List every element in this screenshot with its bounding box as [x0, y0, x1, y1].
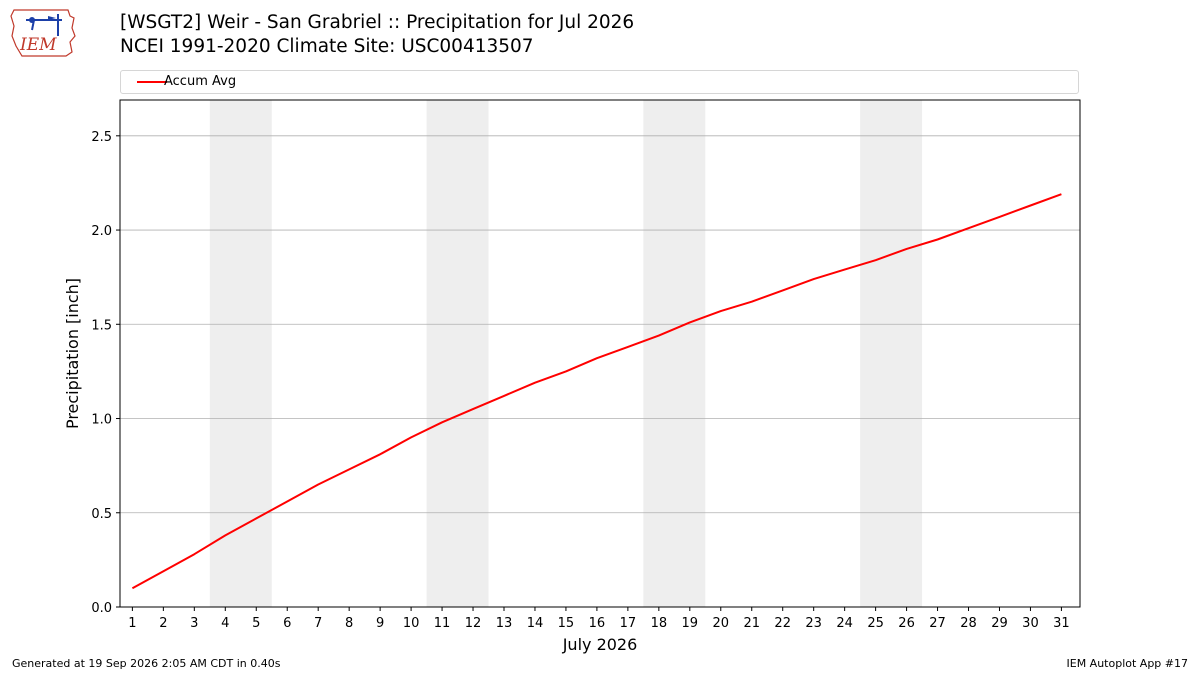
- x-tick-label: 19: [682, 616, 699, 631]
- x-tick-label: 17: [620, 616, 637, 631]
- x-tick-label: 7: [314, 616, 322, 631]
- weekend-band: [860, 100, 923, 607]
- x-tick-label: 20: [713, 616, 730, 631]
- x-tick-label: 29: [991, 616, 1008, 631]
- x-tick-label: 9: [376, 616, 384, 631]
- x-tick-label: 10: [403, 616, 420, 631]
- x-tick-label: 11: [434, 616, 451, 631]
- y-axis-label: Precipitation [inch]: [63, 278, 82, 429]
- footer-app-label: IEM Autoplot App #17: [1066, 657, 1189, 670]
- x-tick-label: 18: [651, 616, 668, 631]
- x-tick-label: 25: [867, 616, 884, 631]
- iem-logo: IEM: [10, 9, 76, 57]
- y-tick-label: 0.5: [91, 507, 112, 522]
- legend-swatch: [137, 81, 167, 83]
- chart-subtitle: NCEI 1991-2020 Climate Site: USC00413507: [120, 36, 534, 57]
- x-tick-label: 28: [960, 616, 977, 631]
- x-tick-label: 31: [1053, 616, 1070, 631]
- x-tick-label: 24: [836, 616, 853, 631]
- x-tick-label: 2: [159, 616, 167, 631]
- x-axis-label: July 2026: [562, 635, 638, 654]
- x-tick-label: 5: [252, 616, 260, 631]
- y-tick-label: 2.0: [91, 224, 112, 239]
- x-tick-label: 13: [496, 616, 513, 631]
- y-tick-label: 1.5: [91, 318, 112, 333]
- x-tick-label: 26: [898, 616, 915, 631]
- x-tick-label: 4: [221, 616, 229, 631]
- x-tick-label: 30: [1022, 616, 1039, 631]
- legend-label: Accum Avg: [164, 74, 237, 89]
- y-tick-label: 0.0: [91, 601, 112, 616]
- y-tick-label: 1.0: [91, 413, 112, 428]
- x-tick-label: 22: [774, 616, 791, 631]
- logo-text: IEM: [19, 35, 57, 55]
- x-tick-label: 3: [190, 616, 198, 631]
- x-tick-label: 1: [128, 616, 136, 631]
- x-tick-label: 14: [527, 616, 544, 631]
- x-tick-label: 21: [743, 616, 760, 631]
- x-tick-label: 16: [589, 616, 606, 631]
- chart-title: [WSGT2] Weir - San Grabriel :: Precipita…: [120, 12, 635, 33]
- x-tick-label: 15: [558, 616, 575, 631]
- x-tick-label: 23: [805, 616, 822, 631]
- weekend-band: [643, 100, 706, 607]
- weekend-band: [426, 100, 489, 607]
- x-tick-label: 12: [465, 616, 482, 631]
- y-tick-label: 2.5: [91, 130, 112, 145]
- plot-frame: [119, 99, 1081, 608]
- series-line-accum-avg: [131, 193, 1062, 590]
- footer-generated-text: Generated at 19 Sep 2026 2:05 AM CDT in …: [12, 657, 281, 670]
- x-tick-label: 8: [345, 616, 353, 631]
- x-tick-label: 27: [929, 616, 946, 631]
- weekend-band: [209, 100, 272, 607]
- x-tick-label: 6: [283, 616, 291, 631]
- chart-legend: Accum Avg: [120, 70, 1079, 94]
